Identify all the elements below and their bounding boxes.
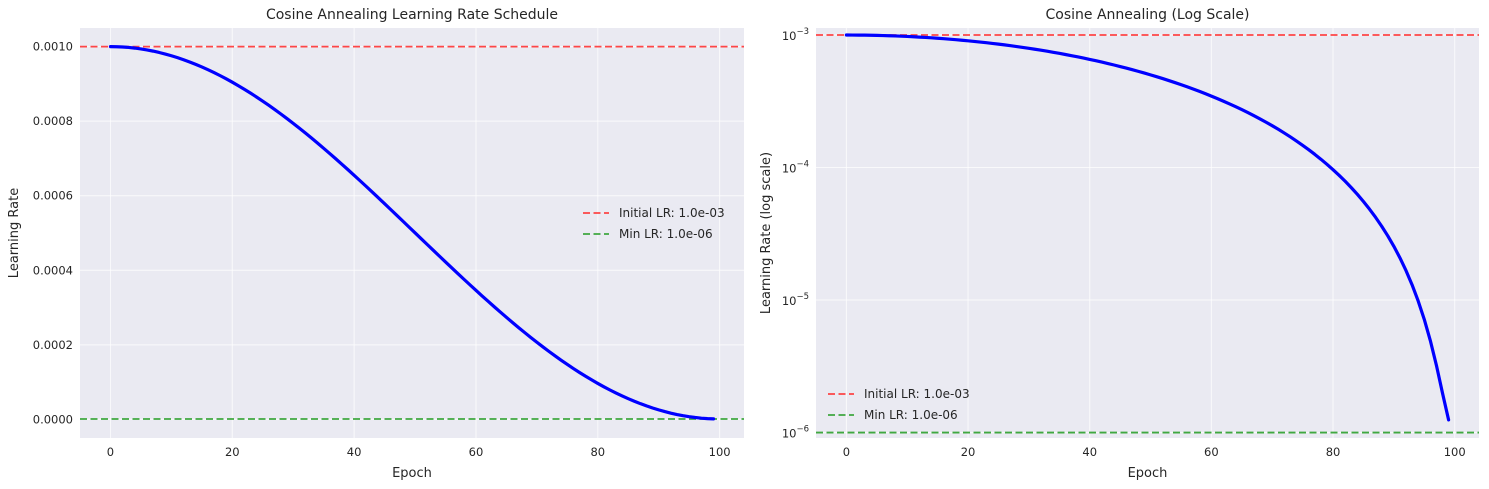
- legend: Initial LR: 1.0e-03 Min LR: 1.0e-06: [828, 387, 970, 422]
- x-tick-label: 100: [1444, 445, 1466, 459]
- y-tick-label: 10−5: [782, 292, 809, 308]
- y-tick-label: 0.0002: [33, 338, 73, 352]
- x-tick-label: 20: [961, 445, 976, 459]
- chart-2: 0 20 40 60 80 100 10−6 10−5 10−4 10−3 Cosine Annea…: [759, 7, 1479, 481]
- x-tick-label: 20: [225, 445, 240, 459]
- lr-curve-series: [844, 33, 1451, 422]
- x-tick-label: 0: [843, 445, 850, 459]
- legend-label: Initial LR: 1.0e-03: [619, 206, 725, 220]
- chart-title: Cosine Annealing Learning Rate Schedule: [266, 7, 558, 23]
- legend: Initial LR: 1.0e-03 Min LR: 1.0e-06: [583, 206, 725, 241]
- legend-label: Min LR: 1.0e-06: [864, 408, 958, 422]
- chart-title: Cosine Annealing (Log Scale): [1045, 7, 1249, 23]
- y-tick-label: 10−6: [782, 425, 809, 441]
- chart-1: 0 20 40 60 80 100 0.0000 0.0002 0.0004 0.0006 0.00…: [7, 7, 744, 481]
- x-tick-label: 0: [107, 445, 114, 459]
- x-tick-label: 80: [1326, 445, 1341, 459]
- y-tick-label: 10−3: [782, 27, 809, 43]
- x-axis-label: Epoch: [1128, 466, 1168, 481]
- x-tick-label: 40: [1082, 445, 1097, 459]
- y-tick-label: 0.0000: [33, 412, 73, 426]
- y-tick-label: 0.0006: [33, 189, 73, 203]
- legend-label: Min LR: 1.0e-06: [619, 227, 713, 241]
- plot-lines: [816, 33, 1479, 434]
- grid: [80, 28, 744, 438]
- y-tick-label: 0.0010: [33, 40, 73, 54]
- x-tick-label: 100: [709, 445, 731, 459]
- lr-curve-series: [108, 45, 716, 421]
- y-axis-label: Learning Rate: [7, 188, 22, 278]
- y-tick-label: 10−4: [782, 160, 809, 176]
- x-tick-label: 40: [347, 445, 362, 459]
- x-axis-label: Epoch: [392, 466, 432, 481]
- x-tick-label: 60: [469, 445, 484, 459]
- x-tick-label: 80: [590, 445, 605, 459]
- plot-area: [80, 28, 744, 438]
- legend-label: Initial LR: 1.0e-03: [864, 387, 970, 401]
- y-tick-label: 0.0008: [33, 114, 73, 128]
- plot-lines: [80, 45, 744, 421]
- x-tick-label: 60: [1204, 445, 1219, 459]
- y-axis-label: Learning Rate (log scale): [759, 152, 774, 314]
- plot-area: [816, 28, 1479, 438]
- y-tick-label: 0.0004: [33, 263, 73, 277]
